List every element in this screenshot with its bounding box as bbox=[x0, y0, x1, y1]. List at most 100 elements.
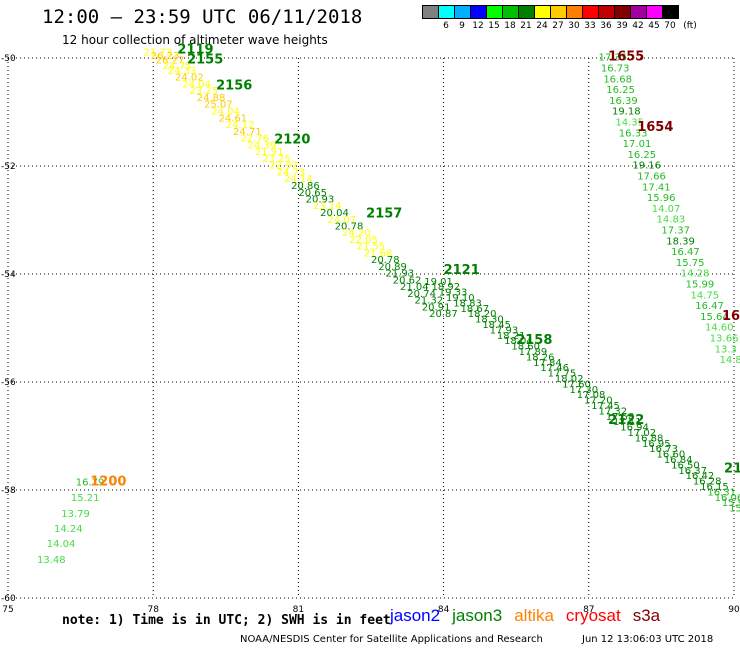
x-tick-label: 87 bbox=[583, 605, 594, 615]
wave-height-point: 17.58 bbox=[606, 412, 635, 423]
wave-height-point: 22.76 bbox=[240, 134, 269, 145]
satellite-label-altika: altika bbox=[514, 606, 554, 625]
wave-height-point: 14.07 bbox=[652, 204, 681, 215]
x-tick-label: 90 bbox=[728, 605, 740, 615]
wave-height-point: 24.73 bbox=[277, 168, 306, 179]
legend-tick-label: 39 bbox=[616, 21, 628, 31]
wave-height-point: 21.68 bbox=[364, 249, 393, 260]
legend-ticks: 6 9 12 15 18 21 24 27 30 33 36 39 42 45 70 (ft) bbox=[422, 21, 697, 33]
wave-height-point: 17.45 bbox=[591, 401, 620, 412]
wave-height-point: 16.95 bbox=[642, 439, 671, 450]
wave-height-point: 16.28 bbox=[693, 477, 722, 488]
track-label: 1654 bbox=[637, 120, 673, 135]
legend-tick-label: 70 bbox=[664, 21, 676, 31]
wave-height-point: 18.20 bbox=[468, 309, 497, 320]
wave-height-point: 14.83 bbox=[657, 215, 686, 226]
wave-height-point: 24.04 bbox=[211, 107, 240, 118]
track-label: 2157 bbox=[366, 206, 402, 221]
legend-unit: (ft) bbox=[683, 21, 697, 31]
wave-height-point: 24.61 bbox=[219, 114, 248, 125]
wave-height-point: 16.88 bbox=[635, 433, 664, 444]
credit-text: NOAA/NESDIS Center for Satellite Applica… bbox=[240, 634, 543, 645]
y-tick-label: -58 bbox=[1, 486, 16, 496]
edge-track-label: 165 bbox=[722, 309, 740, 324]
legend-tick-label: 42 bbox=[632, 21, 644, 31]
wave-height-point: 21.32 bbox=[415, 296, 444, 307]
legend-tick-label: 33 bbox=[584, 21, 596, 31]
wave-height-point: 19.33 bbox=[439, 288, 468, 299]
wave-height-point: 23.14 bbox=[313, 201, 342, 212]
wave-height-point: 16.47 bbox=[695, 301, 724, 312]
wave-height-point: 16.39 bbox=[609, 96, 638, 107]
timestamp-text: Jun 12 13:06:03 UTC 2018 bbox=[582, 634, 714, 645]
wave-height-point: 17.41 bbox=[642, 182, 671, 193]
wave-height-point: 17.30 bbox=[569, 385, 598, 396]
wave-height-point: 15.64 bbox=[700, 312, 729, 323]
wave-height-point: 16.73 bbox=[601, 64, 630, 75]
wave-height-point: 19.16 bbox=[632, 161, 661, 172]
wave-height-point: 24.14 bbox=[284, 174, 313, 185]
wave-height-point: 21.04 bbox=[400, 282, 429, 293]
legend-tick-label: 24 bbox=[536, 21, 548, 31]
track-label: 2120 bbox=[274, 132, 310, 147]
wave-height-point: 24.39 bbox=[248, 141, 277, 152]
wave-height-point: 17.93 bbox=[490, 325, 519, 336]
wave-height-point: 18.30 bbox=[475, 315, 504, 326]
wave-height-point: 16.15 bbox=[700, 482, 729, 493]
track-label: 2158 bbox=[516, 333, 552, 348]
satellite-legend: jason2 jason3 altika cryosat s3a bbox=[390, 606, 672, 626]
y-tick-label: -60 bbox=[1, 594, 16, 604]
wave-height-point: 20.78 bbox=[371, 255, 400, 266]
wave-height-point: 15.21 bbox=[71, 493, 100, 504]
wave-height-point: 22.97 bbox=[269, 161, 298, 172]
wave-height-point: 22.05 bbox=[349, 235, 378, 246]
legend-swatches bbox=[422, 5, 679, 19]
wave-height-point: 20.87 bbox=[429, 309, 458, 320]
wave-height-point: 17.20 bbox=[584, 396, 613, 407]
wave-height-point: 20.89 bbox=[378, 262, 407, 273]
wave-height-point: 17.35 bbox=[598, 53, 627, 64]
legend-tick-label: 15 bbox=[488, 21, 500, 31]
wave-height-point: 18.67 bbox=[461, 304, 490, 315]
wave-height-point: 16.60 bbox=[657, 450, 686, 461]
satellite-label-s3a: s3a bbox=[632, 606, 661, 625]
wave-height-point: 20.04 bbox=[320, 208, 349, 219]
wave-height-point: 16.31 bbox=[707, 487, 736, 498]
color-legend: 6 9 12 15 18 21 24 27 30 33 36 39 42 45 70 (ft) bbox=[422, 5, 697, 33]
x-tick-label: 84 bbox=[438, 605, 450, 615]
wave-height-point: 16.73 bbox=[649, 444, 678, 455]
wave-height-point: 19.18 bbox=[612, 107, 641, 118]
wave-height-point: 17.46 bbox=[540, 363, 569, 374]
track-label: 2121 bbox=[444, 263, 480, 278]
legend-tick-label: 36 bbox=[600, 21, 612, 31]
wave-height-point: 15.92 bbox=[722, 498, 740, 509]
wave-height-point: 17.37 bbox=[661, 226, 690, 237]
legend-tick-label: 27 bbox=[552, 21, 564, 31]
legend-swatch bbox=[662, 5, 679, 19]
wave-height-point: 25.07 bbox=[204, 100, 233, 111]
wave-height-point: 21.55 bbox=[356, 242, 385, 253]
wave-height-point: 17.08 bbox=[577, 390, 606, 401]
wave-height-point: 18.92 bbox=[432, 282, 461, 293]
wave-height-point: 15.80 bbox=[729, 504, 740, 515]
wave-height-point: 20.91 bbox=[422, 303, 451, 314]
legend-tick-label: 18 bbox=[504, 21, 516, 31]
wave-height-point: 17.32 bbox=[598, 406, 627, 417]
y-tick-label: -50 bbox=[1, 54, 16, 64]
legend-tick-label: 12 bbox=[472, 21, 484, 31]
wave-height-point: 14.75 bbox=[690, 290, 719, 301]
track-label: 2155 bbox=[187, 52, 223, 67]
wave-height-point: 24.04 bbox=[182, 80, 211, 91]
legend-tick-label: 30 bbox=[568, 21, 580, 31]
wave-height-point: 24.02 bbox=[175, 73, 204, 84]
wave-height-point: 15.75 bbox=[676, 258, 705, 269]
satellite-label-jason2: jason2 bbox=[390, 606, 441, 625]
x-tick-label: 75 bbox=[2, 605, 13, 615]
wave-height-point: 16.42 bbox=[686, 471, 715, 482]
wave-height-point: 18.60 bbox=[511, 342, 540, 353]
wave-height-point: 17.11 bbox=[613, 417, 642, 428]
wave-height-point: 20.74 bbox=[407, 289, 436, 300]
wave-height-point: 17.02 bbox=[628, 428, 657, 439]
wave-height-point: 16.47 bbox=[671, 247, 700, 258]
